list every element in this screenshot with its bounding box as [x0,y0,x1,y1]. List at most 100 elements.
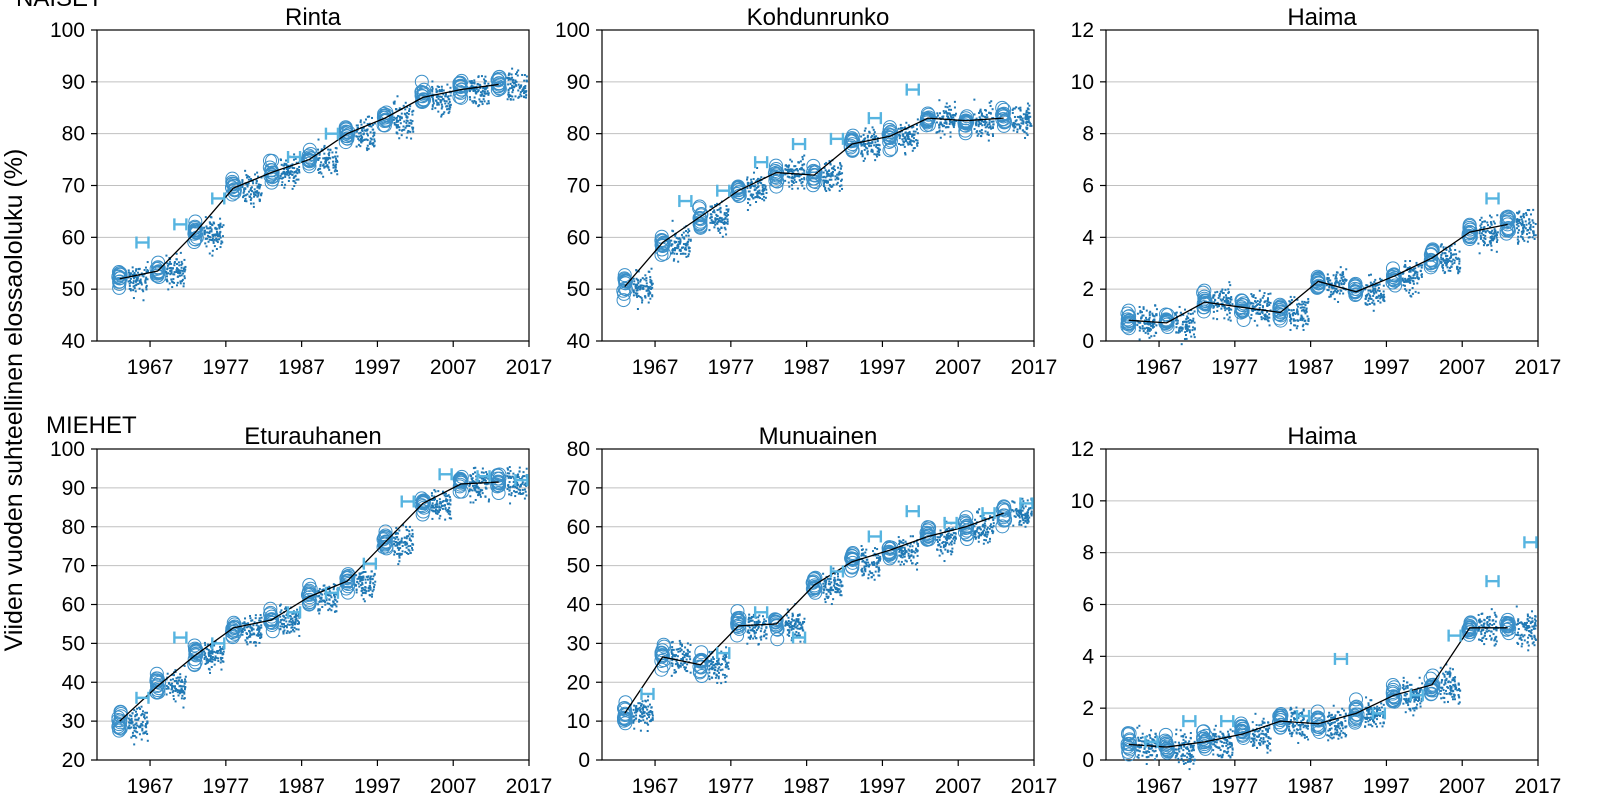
simulated-point [949,135,952,138]
x-tick-label: 2007 [935,775,982,798]
simulated-point [478,83,481,86]
simulated-point [172,278,175,281]
simulated-point [1187,312,1190,315]
simulated-point [635,285,638,288]
simulated-point [373,122,376,125]
simulated-point [1367,299,1370,302]
simulated-point [1407,267,1410,270]
simulated-point [803,172,806,175]
y-tick-label: 100 [50,19,85,42]
simulated-point [829,175,832,178]
simulated-point [1223,306,1226,309]
simulated-point [828,174,831,177]
simulated-point [1256,304,1259,307]
y-tick-label: 12 [1071,19,1094,42]
simulated-point [973,128,976,131]
simulated-point [133,726,136,729]
simulated-point [254,644,257,647]
simulated-point [473,89,476,92]
simulated-point [241,185,244,188]
simulated-point [671,243,674,246]
simulated-point [1024,136,1027,139]
simulated-point [647,287,650,290]
simulated-cluster [1515,208,1537,245]
simulated-point [944,119,947,122]
simulated-point [487,92,490,95]
simulated-point [258,617,261,620]
simulated-point [1216,309,1219,312]
simulated-point [256,186,259,189]
simulated-point [285,167,288,170]
simulated-point [1403,281,1406,284]
simulated-point [709,221,712,224]
simulated-point [1412,269,1415,272]
simulated-point [1479,218,1482,221]
simulated-point [803,154,806,157]
simulated-point [145,288,148,291]
simulated-point [642,704,645,707]
simulated-point [1306,301,1309,304]
simulated-point [182,685,185,688]
simulated-point [683,236,686,239]
simulated-point [443,494,446,497]
simulated-point [469,495,472,498]
simulated-point [393,122,396,125]
simulated-point [1379,292,1382,295]
simulated-point [632,708,635,711]
simulated-point [291,612,294,615]
simulated-point [1440,256,1443,259]
simulated-point [831,185,834,188]
simulated-point [1214,291,1217,294]
simulated-point [258,619,261,622]
simulated-point [1143,322,1146,325]
simulated-point [943,111,946,114]
simulated-point [472,472,475,475]
simulated-point [642,719,645,722]
simulated-point [282,164,285,167]
simulated-point [685,255,688,258]
simulated-point [129,289,132,292]
simulated-point [208,650,211,653]
simulated-point [435,88,438,91]
simulated-point [138,287,141,290]
simulated-point [1344,279,1347,282]
simulated-point [903,145,906,148]
simulated-point [1489,231,1492,234]
simulated-point [219,645,222,648]
observed-point [265,612,280,627]
simulated-point [788,175,791,178]
simulated-point [409,119,412,122]
simulated-point [326,157,329,160]
simulated-point [867,141,870,144]
simulated-point [393,540,396,543]
simulated-point [1484,238,1487,241]
simulated-point [786,165,789,168]
simulated-point [1304,304,1307,307]
simulated-point [1410,295,1413,298]
simulated-point [946,106,949,109]
simulated-point [1289,295,1292,298]
simulated-point [173,264,176,267]
simulated-point [790,176,793,179]
simulated-point [477,89,480,92]
simulated-point [254,190,257,193]
simulated-point [1409,281,1412,284]
simulated-point [328,602,331,605]
simulated-point [828,189,831,192]
simulated-point [523,74,526,77]
simulated-point [1483,240,1486,243]
simulated-point [468,488,471,491]
simulated-point [362,588,365,591]
simulated-point [400,117,403,120]
simulated-point [869,142,872,145]
simulated-point [899,143,902,146]
simulated-point [512,472,515,475]
simulated-point [1306,315,1309,318]
simulated-point [476,90,479,93]
simulated-point [1404,277,1407,280]
simulated-point [134,269,137,272]
simulated-point [1181,323,1184,326]
simulated-point [252,182,255,185]
simulated-point [1458,262,1461,265]
simulated-point [1013,115,1016,118]
